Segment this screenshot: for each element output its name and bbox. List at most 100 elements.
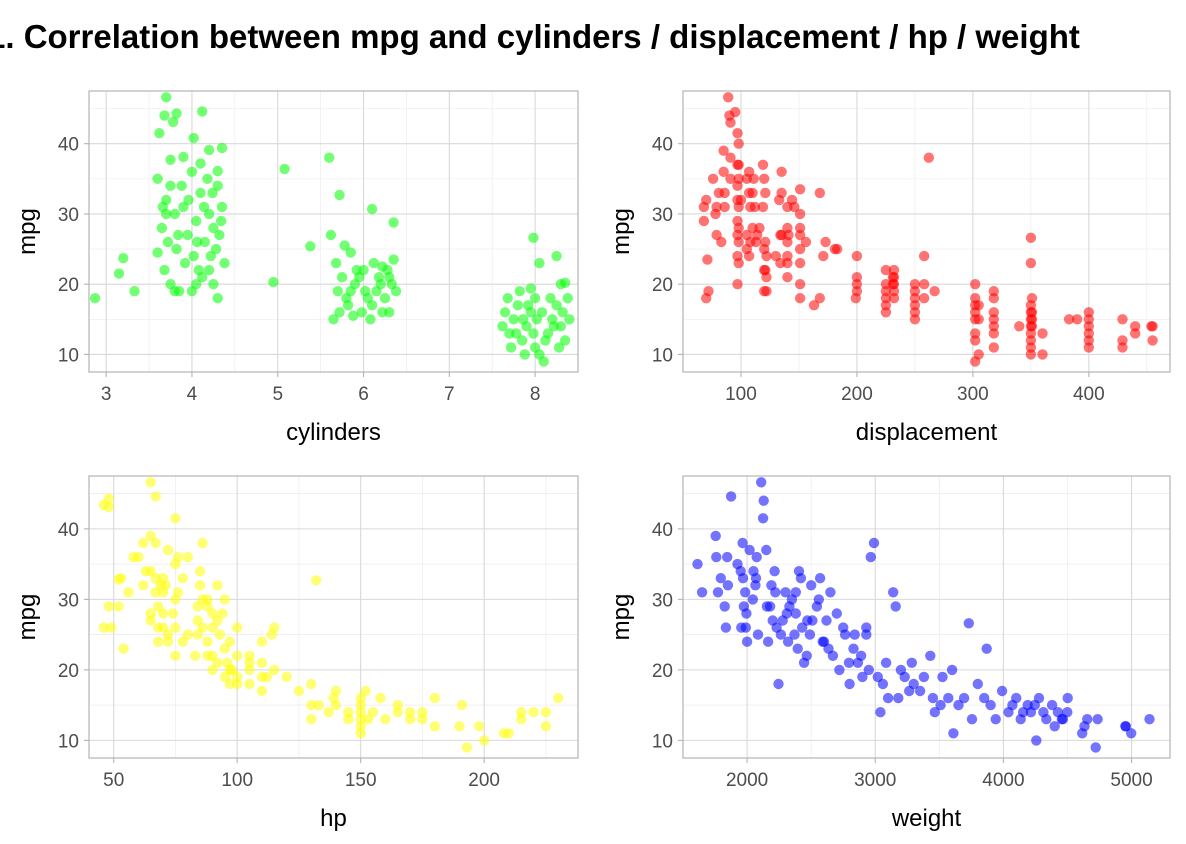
scatter-point [366,300,378,311]
scatter-point [703,286,714,297]
y-tick-label: 20 [652,275,673,296]
scatter-point [514,286,525,297]
scatter-point [710,530,721,542]
scatter-point [365,314,376,325]
scatter-point [123,587,134,598]
scatter-point [429,721,440,732]
scatter-point [244,657,255,668]
scatter-point [794,279,806,290]
scatter-point [914,685,926,697]
scatter-point [382,264,393,276]
scatter-point [861,622,872,633]
scatter-point [219,594,230,605]
scatter-point [865,551,876,563]
scatter-point [1062,692,1073,704]
scatter-point [392,699,403,711]
scatter-point [551,250,562,262]
scatter-point [1072,314,1083,325]
scatter-point [732,279,743,290]
y-tick-label: 10 [652,731,673,752]
scatter-point [780,587,791,598]
scatter-point [1083,307,1095,318]
scatter-point [733,159,744,170]
scatter-point [373,272,385,283]
scatter-point [366,203,378,215]
scatter-point [540,707,552,718]
scatter-point [918,671,930,683]
scatter-point [89,293,101,304]
scatter-point [562,293,573,304]
scatter-point [794,229,806,241]
scatter-point [224,678,235,690]
scatter-point [906,657,917,668]
scatter-point [747,187,758,199]
scatter-point [790,608,801,619]
scatter-point [988,307,999,318]
scatter-point [888,587,899,598]
scatter-point [339,240,350,251]
scatter-point [743,250,755,262]
scatter-point [1144,714,1155,725]
scatter-point [748,173,759,184]
scatter-point [208,279,219,290]
scatter-point [888,286,900,297]
scatter-point [698,215,710,227]
scatter-point [523,300,534,311]
scatter-point [212,580,223,591]
scatter-point [170,650,181,661]
scatter-point [214,629,226,640]
scatter-point [882,692,894,704]
scatter-point [261,671,272,683]
scatter-point [197,106,208,117]
scatter-point [1026,293,1038,304]
scatter-point [868,537,880,549]
scatter-point [540,721,552,732]
scatter-point [368,257,379,269]
panel-border [682,475,1171,759]
scatter-point [336,272,348,283]
scatter-point [540,335,551,346]
scatter-point [963,618,974,629]
scatter-point [737,573,749,584]
scatter-point [388,254,399,265]
x-tick-label: 5000 [1110,770,1152,791]
scatter-point [169,208,180,220]
scatter-point [517,335,528,346]
scatter-point [305,241,316,252]
scatter-point [212,293,223,304]
scatter-point [519,349,530,360]
scatter-point [208,222,219,234]
scatter-point [855,650,867,661]
scatter-point [497,321,508,332]
scatter-point [553,692,564,704]
scatter-point [152,173,163,184]
scatter-point [776,187,787,199]
scatter-point [794,208,806,220]
scatter-point [182,551,193,563]
scatter-point [761,286,772,297]
scatter-point [511,328,522,339]
scatter-point [718,145,729,156]
scatter-point [844,678,855,690]
scatter-point [1037,349,1048,360]
scatter-point [356,307,367,318]
scatter-point [557,307,568,318]
scatter-point [256,657,268,668]
y-tick-label: 20 [652,661,673,682]
scatter-point [756,477,767,488]
scatter-point [165,180,176,191]
scatter-point [725,173,736,184]
scatter-point [737,537,748,549]
scatter-point [548,321,560,332]
scatter-point [159,264,170,276]
scatter-point [1026,307,1038,318]
panel-border [682,90,1171,373]
scatter-point [343,707,354,718]
scatter-point [456,699,468,711]
scatter-point [1033,692,1045,704]
scatter-point [946,664,958,676]
scatter-point [1082,714,1093,725]
scatter-point [145,608,156,619]
scatter-point [792,643,803,654]
scatter-point [103,493,115,504]
